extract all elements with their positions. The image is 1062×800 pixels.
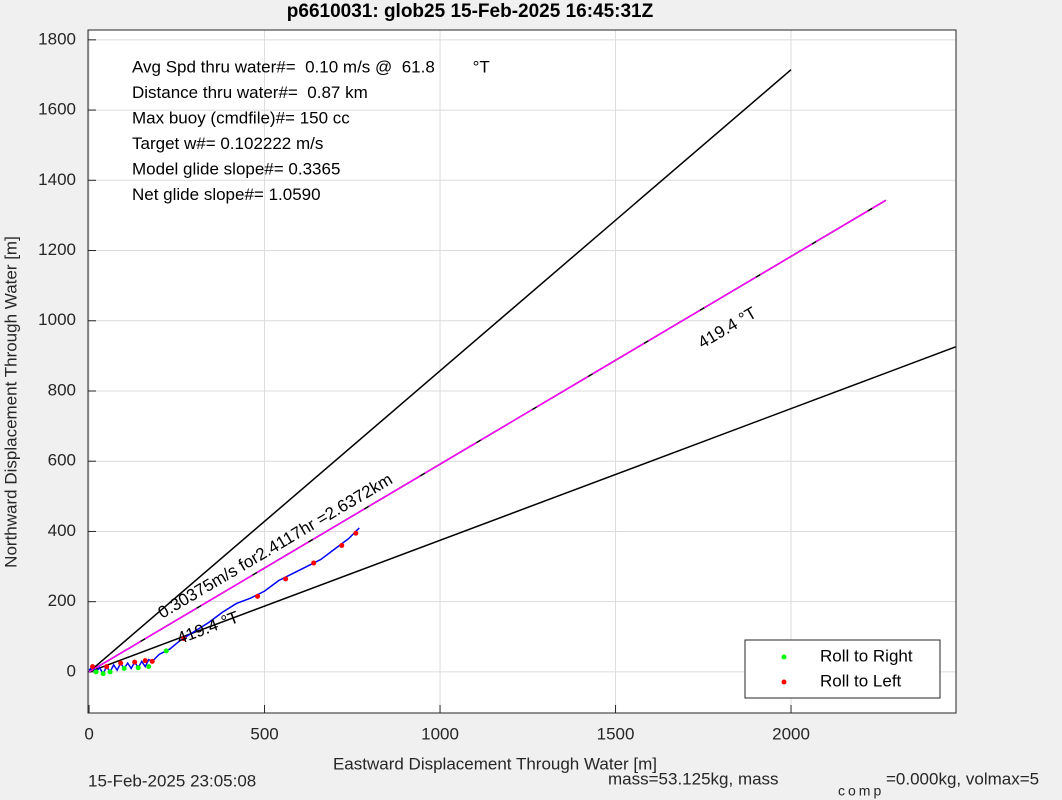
- info-text: Avg Spd thru water#= 0.10 m/s @ 61.8 °T: [132, 57, 490, 76]
- y-tick-label: 1200: [38, 240, 76, 259]
- info-text: Target w#= 0.102222 m/s: [132, 134, 323, 153]
- footer-volmax: =0.000kg, volmax=5: [886, 769, 1039, 788]
- y-tick-label: 600: [48, 451, 76, 470]
- x-tick-label: 1500: [597, 724, 635, 743]
- legend-label: Roll to Left: [820, 671, 902, 690]
- point: [90, 664, 96, 670]
- footer-mass: mass=53.125kg, mass: [608, 769, 779, 788]
- info-text: Max buoy (cmdfile)#= 150 cc: [132, 108, 350, 127]
- point: [163, 648, 169, 654]
- y-tick-label: 1400: [38, 170, 76, 189]
- point: [311, 560, 317, 566]
- y-tick-label: 1800: [38, 29, 76, 48]
- y-tick-label: 800: [48, 380, 76, 399]
- point: [121, 665, 127, 671]
- reference-line: [88, 346, 956, 673]
- info-text: Distance thru water#= 0.87 km: [132, 83, 368, 102]
- point: [142, 658, 148, 664]
- point: [181, 636, 187, 642]
- reference-line: [88, 69, 792, 673]
- info-text: Net glide slope#= 1.0590: [132, 185, 321, 204]
- point: [100, 671, 106, 677]
- axes-box: [87, 29, 957, 714]
- y-tick-label: 1000: [38, 310, 76, 329]
- legend-label: Roll to Right: [820, 646, 913, 665]
- plot-area: [88, 30, 956, 713]
- point: [104, 664, 110, 670]
- point: [255, 593, 261, 599]
- point: [149, 658, 155, 664]
- x-tick-label: 500: [250, 724, 278, 743]
- point: [132, 659, 138, 665]
- y-tick-label: 1600: [38, 100, 76, 119]
- point: [135, 665, 141, 671]
- point: [146, 664, 152, 670]
- point: [118, 660, 124, 666]
- x-tick-label: 1000: [421, 724, 459, 743]
- point: [93, 669, 99, 675]
- legend-marker: [781, 679, 787, 685]
- footer-date: 15-Feb-2025 23:05:08: [88, 771, 256, 790]
- plot: [88, 69, 956, 677]
- chart-title: p6610031: glob25 15-Feb-2025 16:45:31Z: [287, 1, 654, 22]
- legend-box: [744, 639, 941, 699]
- footer-subscript: comp: [838, 783, 884, 799]
- y-axis-label: Northward Displacement Through Water [m]: [1, 236, 20, 568]
- info-text: Model glide slope#= 0.3365: [132, 159, 340, 178]
- y-tick-label: 0: [67, 661, 76, 680]
- x-axis-label: Eastward Displacement Through Water [m]: [333, 754, 657, 773]
- point: [283, 576, 289, 582]
- point: [339, 542, 345, 548]
- y-tick-label: 400: [48, 521, 76, 540]
- point: [107, 669, 113, 675]
- point: [353, 530, 359, 536]
- legend-marker: [781, 654, 787, 660]
- y-tick-label: 200: [48, 591, 76, 610]
- x-tick-label: 2000: [772, 724, 810, 743]
- x-tick-label: 0: [84, 724, 93, 743]
- reference-line: [88, 199, 887, 673]
